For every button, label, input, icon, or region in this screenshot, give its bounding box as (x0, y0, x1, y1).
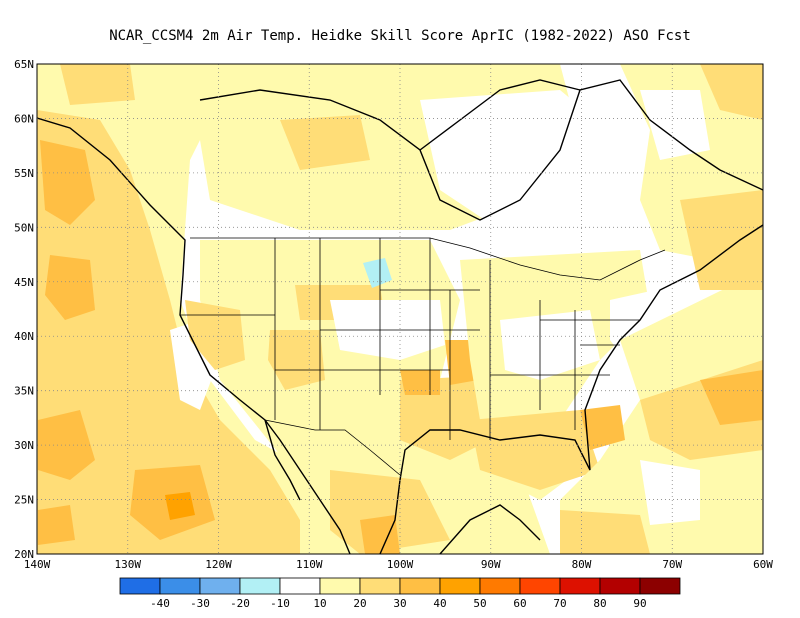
lat-label: 65N (14, 58, 34, 71)
colorbar-tick-label: -10 (270, 597, 290, 610)
lat-label: 60N (14, 112, 34, 125)
shade-west-pale (200, 240, 550, 554)
lat-label: 30N (14, 439, 34, 452)
map-title: NCAR_CCSM4 2m Air Temp. Heidke Skill Sco… (109, 28, 691, 44)
coastlines (37, 79, 763, 554)
shade-florida-orange (580, 405, 625, 450)
shade-pacific-light-orange (37, 110, 300, 554)
colorbar-swatch (479, 577, 521, 595)
colorbar-swatch (599, 577, 641, 595)
colorbar-swatch (639, 577, 681, 595)
colorbar-swatch (359, 577, 401, 595)
us-mexico-border (264, 419, 401, 476)
colorbar-swatch (439, 577, 481, 595)
shade-oklahoma (400, 370, 440, 395)
lat-label: 55N (14, 167, 34, 180)
lat-label: 35N (14, 385, 34, 398)
shade-canada-white (420, 90, 620, 230)
lon-label: 130W (115, 558, 142, 571)
colorbar-swatch (239, 577, 281, 595)
colorbar-tick-label: -30 (190, 597, 210, 610)
baja (264, 419, 301, 501)
lon-label: 140W (24, 558, 51, 571)
colorbar-swatch (159, 577, 201, 595)
colorbar (119, 577, 681, 595)
shade-gulf-orange (470, 410, 600, 490)
shade-pacific-deep-orange (165, 492, 195, 520)
shade-minnesota-blue (363, 258, 392, 288)
lat-label: 50N (14, 221, 34, 234)
colorbar-tick-label: 20 (353, 597, 366, 610)
colorbar-swatch (559, 577, 601, 595)
lon-label: 70W (662, 558, 682, 571)
colorbar-tick-label: 50 (473, 597, 486, 610)
lon-label: 120W (205, 558, 232, 571)
colorbar-tick-label: 10 (313, 597, 326, 610)
shade-hudson-orange (280, 115, 370, 170)
shade-mexico-orange (360, 515, 400, 554)
colorbar-tick-label: 30 (393, 597, 406, 610)
colorbar-tick-label: 40 (433, 597, 446, 610)
latitude-labels: 65N 60N 55N 50N 45N 40N 35N 30N 25N 20N (14, 58, 34, 561)
shade-caribbean-orange (560, 510, 650, 554)
us-canada-border (190, 237, 666, 281)
colorbar-swatch (319, 577, 361, 595)
longitude-labels: 140W 130W 120W 110W 100W 90W 80W 70W 60W (24, 558, 774, 571)
colorbar-swatch (399, 577, 441, 595)
shade-newfoundland-orange (680, 190, 763, 290)
lat-label: 20N (14, 548, 34, 561)
shade-atlantic-white (640, 460, 700, 525)
lon-label: 80W (572, 558, 592, 571)
lat-label: 45N (14, 276, 34, 289)
mexico-gulf-coast (379, 224, 763, 554)
shade-utah (268, 330, 325, 390)
shade-pacific-orange-2 (45, 255, 95, 320)
shade-atlantic-orange (700, 370, 763, 425)
lat-label: 25N (14, 494, 34, 507)
graticule (37, 64, 763, 554)
shade-pacific-orange-3 (38, 410, 95, 480)
colorbar-swatch (279, 577, 321, 595)
lat-label: 40N (14, 330, 34, 343)
shade-alaska-orange (60, 64, 135, 105)
colorbar-tick-label: 70 (553, 597, 566, 610)
colorbar-swatch (119, 577, 161, 595)
lon-label: 60W (753, 558, 773, 571)
canada-north (199, 79, 763, 221)
colorbar-tick-label: -40 (150, 597, 170, 610)
plot-frame (36, 63, 764, 555)
hudson-bay (419, 79, 581, 151)
shade-mexico (330, 470, 450, 554)
political-borders (180, 237, 666, 476)
colorbar-tick-label: 80 (593, 597, 606, 610)
colorbar-tick-label: 90 (633, 597, 646, 610)
colorbar-tick-label: -20 (230, 597, 250, 610)
lon-label: 90W (481, 558, 501, 571)
colorbar-tick-label: 60 (513, 597, 526, 610)
west-coast (37, 117, 351, 554)
shade-nevada (185, 300, 245, 370)
shade-pacific-orange-5 (38, 505, 75, 545)
colorbar-swatch (519, 577, 561, 595)
colorbar-swatch (199, 577, 241, 595)
shade-pacific-orange-1 (40, 140, 95, 225)
yucatan (439, 504, 541, 554)
lon-label: 100W (387, 558, 414, 571)
colorbar-labels: -40 -30 -20 -10 10 20 30 40 50 60 70 80 90 (150, 597, 647, 610)
shade-labrador-white (640, 90, 710, 160)
lon-label: 110W (296, 558, 323, 571)
shade-greenland-orange (700, 64, 763, 120)
